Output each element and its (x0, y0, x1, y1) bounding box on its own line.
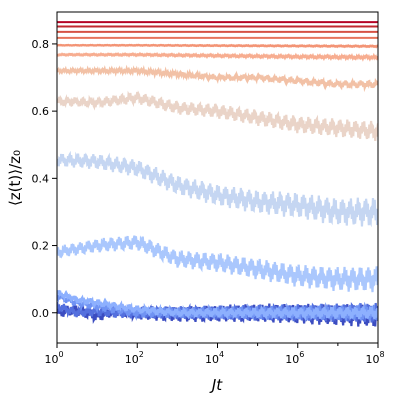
series-line-6 (57, 150, 378, 228)
y-tick-label-1: 0.0 (32, 307, 50, 320)
x-ticks: 100 102 104 106 108 (44, 343, 385, 366)
x-tick-label-1: 100 (44, 350, 63, 366)
y-tick-label-3: 0.4 (32, 172, 50, 185)
y-axis-label: ⟨z(t)⟩/z₀ (6, 150, 24, 206)
series-line-10 (57, 43, 378, 49)
series-line-9 (57, 51, 378, 62)
series-layer (57, 21, 378, 327)
series-line-5 (57, 235, 378, 293)
series-line-7 (57, 90, 378, 142)
series-line-4 (57, 289, 378, 322)
y-ticks: 0.0 0.2 0.4 0.6 0.8 (32, 38, 57, 320)
x-tick-label-2: 102 (125, 350, 144, 366)
series-line-8 (57, 64, 378, 93)
y-tick-label-5: 0.8 (32, 38, 50, 51)
x-tick-label-5: 108 (365, 350, 384, 366)
y-tick-label-2: 0.2 (32, 240, 50, 253)
y-tick-label-4: 0.6 (32, 105, 50, 118)
x-tick-label-3: 104 (205, 350, 224, 366)
plot-frame (56, 11, 379, 344)
x-tick-label-4: 106 (285, 350, 304, 366)
x-axis-label: Jt (209, 376, 223, 394)
